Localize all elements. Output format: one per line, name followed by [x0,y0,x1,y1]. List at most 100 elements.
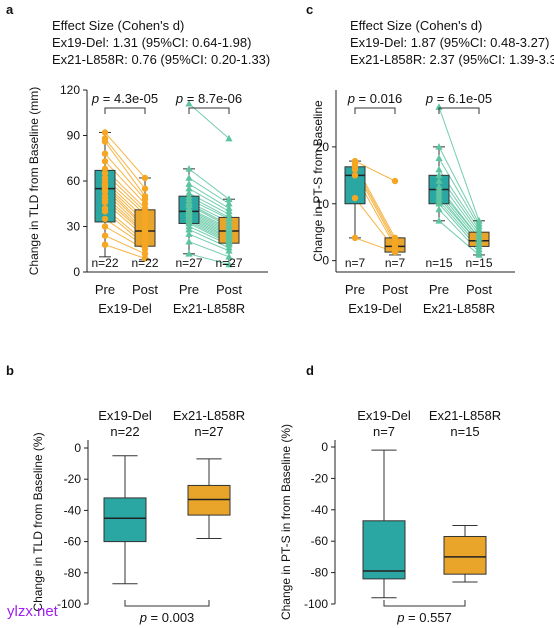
data-point [351,194,359,202]
box-Ex19-Del-box [103,497,147,543]
data-point [101,199,109,206]
data-point [141,233,149,241]
group-label: Ex21-L858R [423,301,495,316]
x-tick-label: Post [466,282,492,297]
data-point [101,188,109,195]
data-point [185,230,193,237]
panel-letter-d: d [306,363,314,378]
data-point [435,177,443,184]
data-point [141,255,149,262]
significance-bracket [354,107,396,114]
n-label: n=27 [175,256,202,270]
n-label: n=15 [465,256,492,270]
n-label: n=22 [91,256,118,270]
paired-line [104,141,146,197]
n-label: n=15 [450,424,479,439]
p-value: p = 6.1e-05 [425,91,492,106]
x-tick-label: Pre [95,282,115,297]
paired-line [104,160,146,205]
n-label: n=7 [345,256,366,270]
y-tick-label: 10 [316,197,330,211]
data-point [185,180,193,187]
x-tick-label: Pre [429,282,449,297]
panel-letter-c: c [306,2,313,17]
paired-line [188,241,230,258]
data-point [141,196,149,203]
data-point [435,171,443,179]
effect-size-title: Effect Size (Cohen's d) [52,18,184,33]
significance-bracket [104,107,146,114]
paired-line [188,229,230,249]
group-label: Ex19-Del [98,301,152,316]
x-tick-label: Post [216,282,242,297]
y-tick-label: -40 [311,503,329,517]
box-Ex21-L858R-box [443,535,487,575]
data-point [475,251,483,258]
data-point [101,241,109,248]
data-point [225,195,233,202]
data-point [435,205,443,213]
group-label: Ex19-Del [348,301,402,316]
y-tick-label: -60 [311,534,329,548]
paired-line [188,177,230,205]
x-tick-label: Pre [345,282,365,297]
paired-line [438,220,480,256]
y-tick-label: -40 [64,503,82,517]
paired-line [354,160,396,182]
p-value: p = 0.016 [347,91,403,106]
data-point [101,215,109,223]
data-point [351,166,359,173]
paired-line [188,253,230,265]
data-point [141,174,149,182]
effect-size-line: Ex21-L858R: 2.37 (95%CI: 1.39-3.34) [350,52,554,67]
group-label: Ex19-Del [98,408,152,423]
data-point [101,208,109,215]
y-tick-label: 30 [67,220,81,234]
n-label: n=27 [194,424,223,439]
data-point [391,248,399,256]
group-label: Ex21-L858R [173,301,245,316]
data-point [351,234,359,242]
paired-line [104,138,146,189]
n-label: n=7 [385,256,406,270]
y-axis-label: Change in TLD from Baseline (mm) [27,87,41,276]
y-tick-label: 0 [74,441,81,455]
data-point [185,250,193,257]
p-value: p = 0.003 [139,610,195,625]
x-tick-label: Post [382,282,408,297]
data-point [101,138,109,145]
data-point [101,223,109,230]
effect-size-title: Effect Size (Cohen's d) [350,18,482,33]
group-label: Ex19-Del [357,408,411,423]
data-point [141,246,149,253]
significance-bracket [438,107,480,114]
y-axis-label: Change in PT-S from Baseline [311,100,325,262]
panel-letter-b: b [6,363,14,378]
paired-line [438,106,480,221]
y-axis-label: Change in PT-S in from Baseline (%) [279,424,293,620]
data-point [101,232,109,239]
data-point [435,199,443,207]
p-value: p = 0.557 [396,610,452,625]
y-tick-label: -20 [64,472,82,486]
y-axis-label: Change in TLD from Baseline (%) [31,432,45,611]
data-point [225,134,233,142]
p-value: p = 8.7e-06 [175,91,242,106]
data-point [101,150,109,157]
y-tick-label: 120 [60,83,80,97]
y-tick-label: 20 [316,140,330,154]
n-label: n=27 [215,256,242,270]
y-tick-label: -100 [304,597,328,611]
y-tick-label: -20 [311,471,329,485]
paired-line [438,157,480,227]
significance-bracket [124,600,210,607]
data-point [185,99,193,107]
y-tick-label: 0 [321,440,328,454]
y-tick-label: 0 [322,254,329,268]
significance-bracket [188,107,230,114]
data-point [101,170,109,177]
data-point [141,185,149,192]
data-point [185,174,193,181]
effect-size-line: Ex19-Del: 1.87 (95%CI: 0.48-3.27) [350,35,549,50]
